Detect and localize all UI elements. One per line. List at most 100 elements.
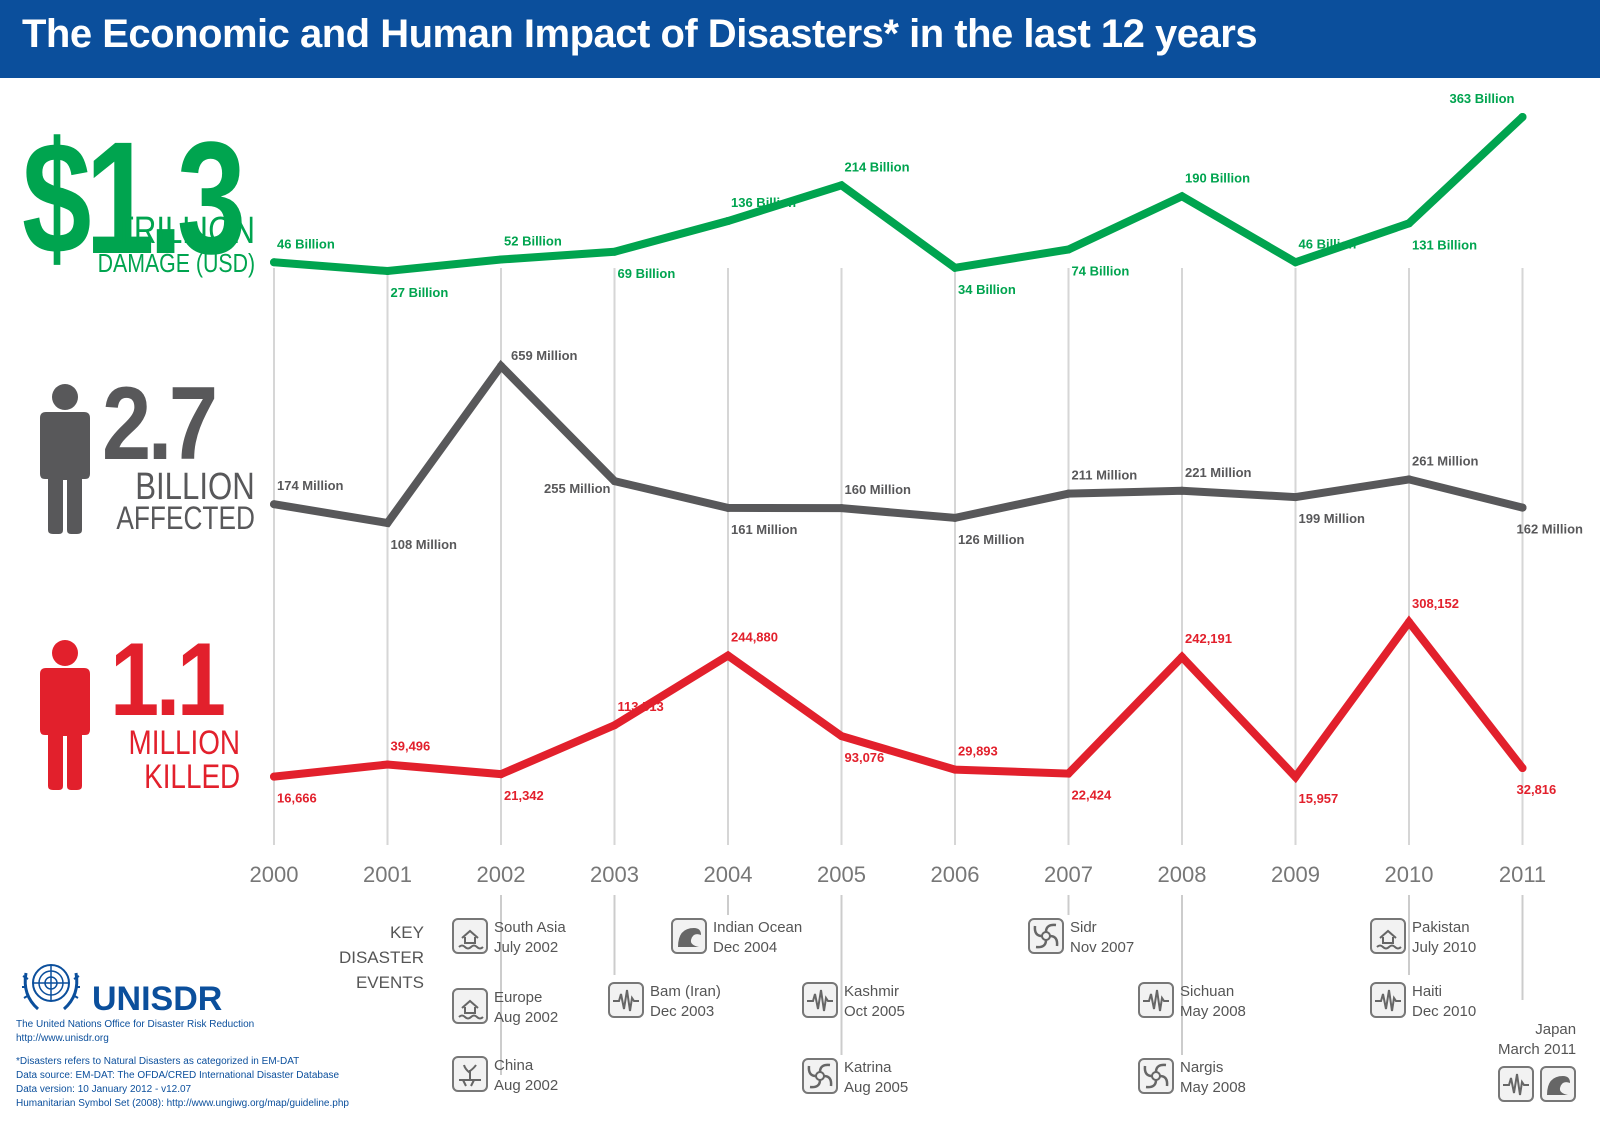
killed-data-label: 29,893 [958, 744, 998, 759]
killed-label: KILLED [143, 758, 240, 796]
affected-data-label: 199 Million [1299, 511, 1366, 526]
killed-point [497, 770, 505, 779]
affected-data-label: 659 Million [511, 348, 578, 363]
killed-point [1518, 764, 1527, 773]
person-grey-icon [36, 384, 94, 539]
cyclone-icon [802, 1058, 838, 1094]
killed-data-label: 308,152 [1412, 596, 1459, 611]
event-date: Nov 2007 [1070, 939, 1135, 956]
org-url-link[interactable]: http://www.unisdr.org [16, 1033, 109, 1044]
key-event-haiti: Haiti Dec 2010 [1370, 982, 1476, 1022]
event-date: Dec 2010 [1412, 1003, 1477, 1020]
year-tick-label: 2005 [817, 862, 866, 887]
damage-series-line [270, 113, 1527, 276]
affected-point [1178, 486, 1186, 495]
killed-point [724, 651, 732, 660]
event-name: Pakistan [1412, 919, 1470, 936]
affected-data-label: 161 Million [731, 522, 798, 537]
affected-data-label: 160 Million [845, 482, 912, 497]
killed-series-line [270, 615, 1527, 784]
affected-point [951, 513, 959, 522]
org-subtitle: The United Nations Office for Disaster R… [16, 1019, 255, 1030]
affected-point [837, 504, 846, 513]
un-emblem-icon [16, 955, 86, 1022]
event-date: May 2008 [1180, 1079, 1246, 1096]
damage-data-label: 46 Billion [1299, 236, 1357, 251]
damage-point [1178, 192, 1186, 201]
damage-total: $1.3 [22, 108, 246, 287]
damage-point [1518, 113, 1527, 121]
event-date: May 2008 [1180, 1003, 1246, 1020]
killed-data-label: 242,191 [1185, 631, 1232, 646]
event-name: China [494, 1057, 534, 1074]
key-event-south-asia: South Asia July 2002 [452, 918, 566, 958]
footnote: Data source: EM-DAT: The OFDA/CRED Inter… [16, 1070, 340, 1081]
damage-point [1405, 219, 1413, 228]
key-event-bam-iran: Bam (Iran) Dec 2003 [608, 982, 721, 1022]
damage-point [610, 247, 619, 256]
killed-data-label: 22,424 [1072, 788, 1113, 803]
affected-data-label: 174 Million [277, 478, 344, 493]
affected-point [383, 519, 392, 527]
person-red-icon [36, 640, 94, 795]
damage-point [383, 267, 392, 275]
killed-data-label: 15,957 [1299, 791, 1339, 806]
event-date: Dec 2004 [713, 939, 778, 956]
killed-point [383, 760, 392, 769]
damage-data-label: 363 Billion [1449, 91, 1514, 106]
drought-icon [452, 1056, 488, 1092]
killed-point [1291, 773, 1300, 781]
affected-data-label: 255 Million [544, 481, 611, 496]
damage-point [1291, 258, 1300, 267]
year-tick-label: 2011 [1499, 862, 1546, 887]
event-date: Aug 2005 [844, 1079, 909, 1096]
earthquake-icon [1138, 982, 1174, 1018]
event-name: South Asia [494, 919, 566, 936]
flood-icon [1370, 918, 1406, 954]
killed-point [1064, 769, 1073, 778]
damage-point [270, 258, 278, 267]
key-event-sichuan: Sichuan May 2008 [1138, 982, 1246, 1022]
key-event-katrina: Katrina Aug 2005 [802, 1058, 908, 1098]
affected-point [1405, 475, 1413, 484]
earthquake-icon [1498, 1066, 1535, 1102]
title-banner: The Economic and Human Impact of Disaste… [0, 0, 1600, 78]
damage-point [837, 181, 846, 190]
damage-data-label: 46 Billion [277, 236, 335, 251]
affected-total: 2.7 [102, 366, 218, 482]
affected-data-label: 126 Million [958, 532, 1025, 547]
cyclone-icon [1028, 918, 1064, 954]
affected-point [610, 477, 619, 486]
affected-point [724, 503, 732, 512]
event-name: Kashmir [844, 983, 900, 1000]
damage-unit: TRILLION [114, 210, 255, 252]
year-tick-label: 2006 [931, 862, 980, 887]
affected-point [270, 500, 278, 509]
killed-data-label: 16,666 [277, 791, 317, 806]
event-name: Bam (Iran) [650, 983, 721, 1000]
event-icons-row [1498, 1066, 1577, 1102]
key-event-kashmir: Kashmir Oct 2005 [802, 982, 905, 1022]
footnote: Data version: 10 January 2012 - v12.07 [16, 1084, 192, 1095]
key-event-japan: Japan March 2011 [1498, 1020, 1577, 1102]
tsunami-icon [671, 918, 707, 954]
affected-data-label: 221 Million [1185, 465, 1252, 480]
damage-data-label: 74 Billion [1072, 263, 1130, 278]
killed-data-label: 39,496 [391, 739, 431, 754]
event-name: Indian Ocean [713, 919, 803, 936]
damage-data-label: 131 Billion [1412, 237, 1477, 252]
earthquake-icon [608, 982, 644, 1018]
org-name: UNISDR [92, 980, 223, 1018]
key-event-sidr: Sidr Nov 2007 [1028, 918, 1134, 958]
year-tick-label: 2010 [1385, 862, 1434, 887]
year-tick-label: 2009 [1271, 862, 1320, 887]
damage-point [497, 255, 505, 264]
damage-data-label: 34 Billion [958, 282, 1016, 297]
affected-point [1518, 503, 1527, 512]
damage-data-label: 214 Billion [845, 159, 910, 174]
killed-point [951, 765, 959, 774]
damage-point [724, 217, 732, 226]
affected-data-label: 108 Million [391, 537, 458, 552]
damage-point [951, 263, 959, 272]
